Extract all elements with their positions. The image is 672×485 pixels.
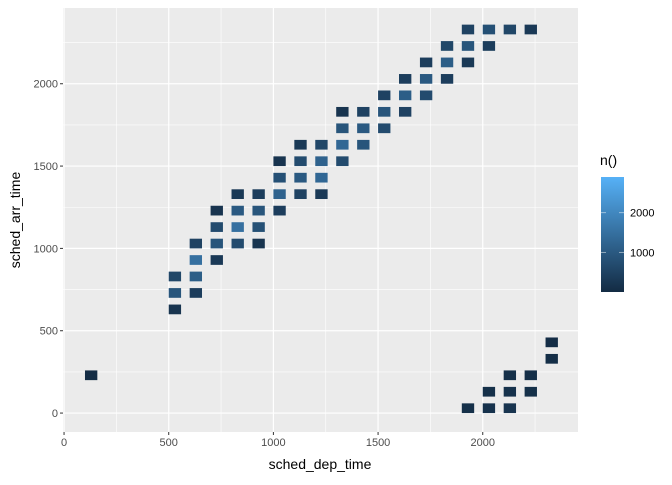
tile bbox=[503, 24, 517, 35]
tile bbox=[419, 57, 433, 68]
tile bbox=[378, 90, 391, 101]
tile bbox=[168, 304, 182, 315]
tile bbox=[482, 403, 496, 414]
tile bbox=[231, 238, 244, 249]
y-tick-label: 2000 bbox=[34, 79, 58, 91]
tile bbox=[482, 41, 496, 51]
tile bbox=[294, 139, 307, 150]
tile bbox=[273, 205, 286, 216]
tile bbox=[357, 139, 370, 150]
tile bbox=[273, 189, 286, 200]
tile bbox=[378, 106, 391, 117]
tile bbox=[315, 189, 328, 200]
tile bbox=[545, 337, 558, 348]
tile bbox=[189, 271, 203, 282]
legend-title: n() bbox=[600, 152, 617, 168]
tile bbox=[294, 172, 307, 183]
tile bbox=[419, 90, 433, 101]
tile bbox=[336, 106, 349, 117]
tile bbox=[231, 205, 244, 216]
grid-major bbox=[63, 8, 578, 432]
tile bbox=[399, 106, 412, 117]
legend-colorbar bbox=[601, 177, 624, 292]
tile bbox=[503, 370, 517, 381]
x-tick-label: 500 bbox=[160, 437, 178, 449]
tile bbox=[210, 222, 223, 232]
tile bbox=[273, 156, 286, 167]
tile bbox=[168, 288, 182, 298]
tile bbox=[503, 386, 517, 397]
tile bbox=[252, 189, 265, 200]
legend-tick-label: 2000 bbox=[630, 208, 654, 220]
tile bbox=[84, 370, 98, 381]
tile bbox=[231, 222, 244, 232]
tile bbox=[294, 189, 307, 200]
tile bbox=[210, 205, 223, 216]
tile bbox=[503, 403, 517, 414]
y-tick-label: 0 bbox=[52, 408, 58, 420]
tile bbox=[461, 24, 475, 35]
tile bbox=[482, 24, 496, 35]
tile bbox=[524, 370, 537, 381]
tile bbox=[273, 172, 286, 183]
tile bbox=[210, 255, 223, 265]
tile bbox=[252, 222, 265, 232]
x-axis: 0 500 1000 1500 2000 bbox=[61, 432, 495, 449]
x-tick-label: 0 bbox=[61, 437, 67, 449]
tile bbox=[189, 255, 203, 265]
tile bbox=[399, 74, 412, 84]
tile bbox=[482, 386, 496, 397]
tile bbox=[461, 403, 475, 414]
tile bbox=[168, 271, 182, 282]
x-tick-label: 1500 bbox=[366, 437, 390, 449]
x-axis-title: sched_dep_time bbox=[269, 456, 372, 472]
y-tick-label: 1000 bbox=[34, 243, 58, 255]
tile bbox=[231, 189, 244, 200]
tile bbox=[315, 172, 328, 183]
tile bbox=[294, 156, 307, 167]
tile bbox=[378, 123, 391, 134]
tile bbox=[545, 353, 558, 364]
tiles bbox=[84, 24, 558, 414]
tile bbox=[419, 74, 433, 84]
y-tick-label: 1500 bbox=[34, 161, 58, 173]
y-tick-label: 500 bbox=[40, 326, 58, 338]
tile bbox=[210, 238, 223, 249]
tile bbox=[440, 74, 454, 84]
x-tick-label: 1000 bbox=[261, 437, 285, 449]
tile bbox=[336, 156, 349, 167]
tile bbox=[357, 106, 370, 117]
plot-panel bbox=[63, 8, 578, 432]
tile bbox=[399, 90, 412, 101]
tile bbox=[189, 238, 203, 249]
y-axis-title: sched_arr_time bbox=[7, 172, 23, 269]
tile bbox=[440, 41, 454, 51]
legend-tick-label: 1000 bbox=[630, 247, 654, 259]
tile bbox=[336, 139, 349, 150]
tile bbox=[524, 386, 537, 397]
tile bbox=[252, 205, 265, 216]
tile bbox=[461, 57, 475, 68]
tile bbox=[252, 238, 265, 249]
tile bbox=[336, 123, 349, 134]
tile bbox=[315, 139, 328, 150]
tile bbox=[461, 41, 475, 51]
tile bbox=[440, 57, 454, 68]
legend-ticks: 1000 2000 bbox=[601, 208, 654, 259]
y-axis: 0 500 1000 1500 2000 bbox=[34, 79, 63, 420]
tile bbox=[189, 288, 203, 298]
legend: n() 1000 2000 bbox=[600, 152, 654, 292]
tile bbox=[524, 24, 537, 35]
tile bbox=[315, 156, 328, 167]
tile bbox=[357, 123, 370, 134]
x-tick-label: 2000 bbox=[471, 437, 495, 449]
